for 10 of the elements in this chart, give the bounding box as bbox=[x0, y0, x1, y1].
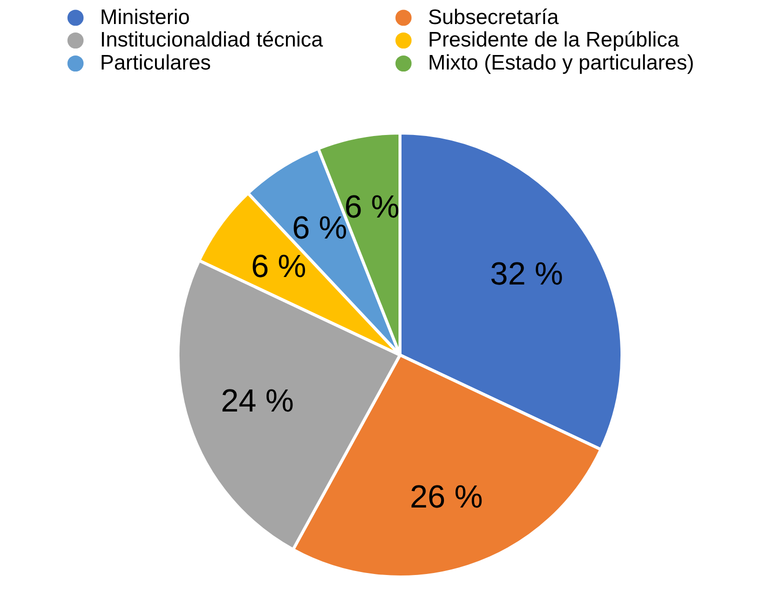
legend-label: Subsecretaría bbox=[428, 6, 560, 29]
data-label: 32 % bbox=[490, 256, 564, 292]
legend-label: Presidente de la República bbox=[428, 28, 680, 52]
data-label: 24 % bbox=[220, 382, 294, 418]
data-label: 26 % bbox=[410, 478, 483, 515]
legend-label: Particulares bbox=[100, 52, 211, 74]
data-label: 6 % bbox=[251, 248, 306, 284]
legend-label: Ministerio bbox=[100, 6, 190, 29]
legend-label: Institucionaldiad técnica bbox=[100, 28, 324, 52]
legend-label: Mixto (Estado y particulares) bbox=[428, 52, 694, 74]
